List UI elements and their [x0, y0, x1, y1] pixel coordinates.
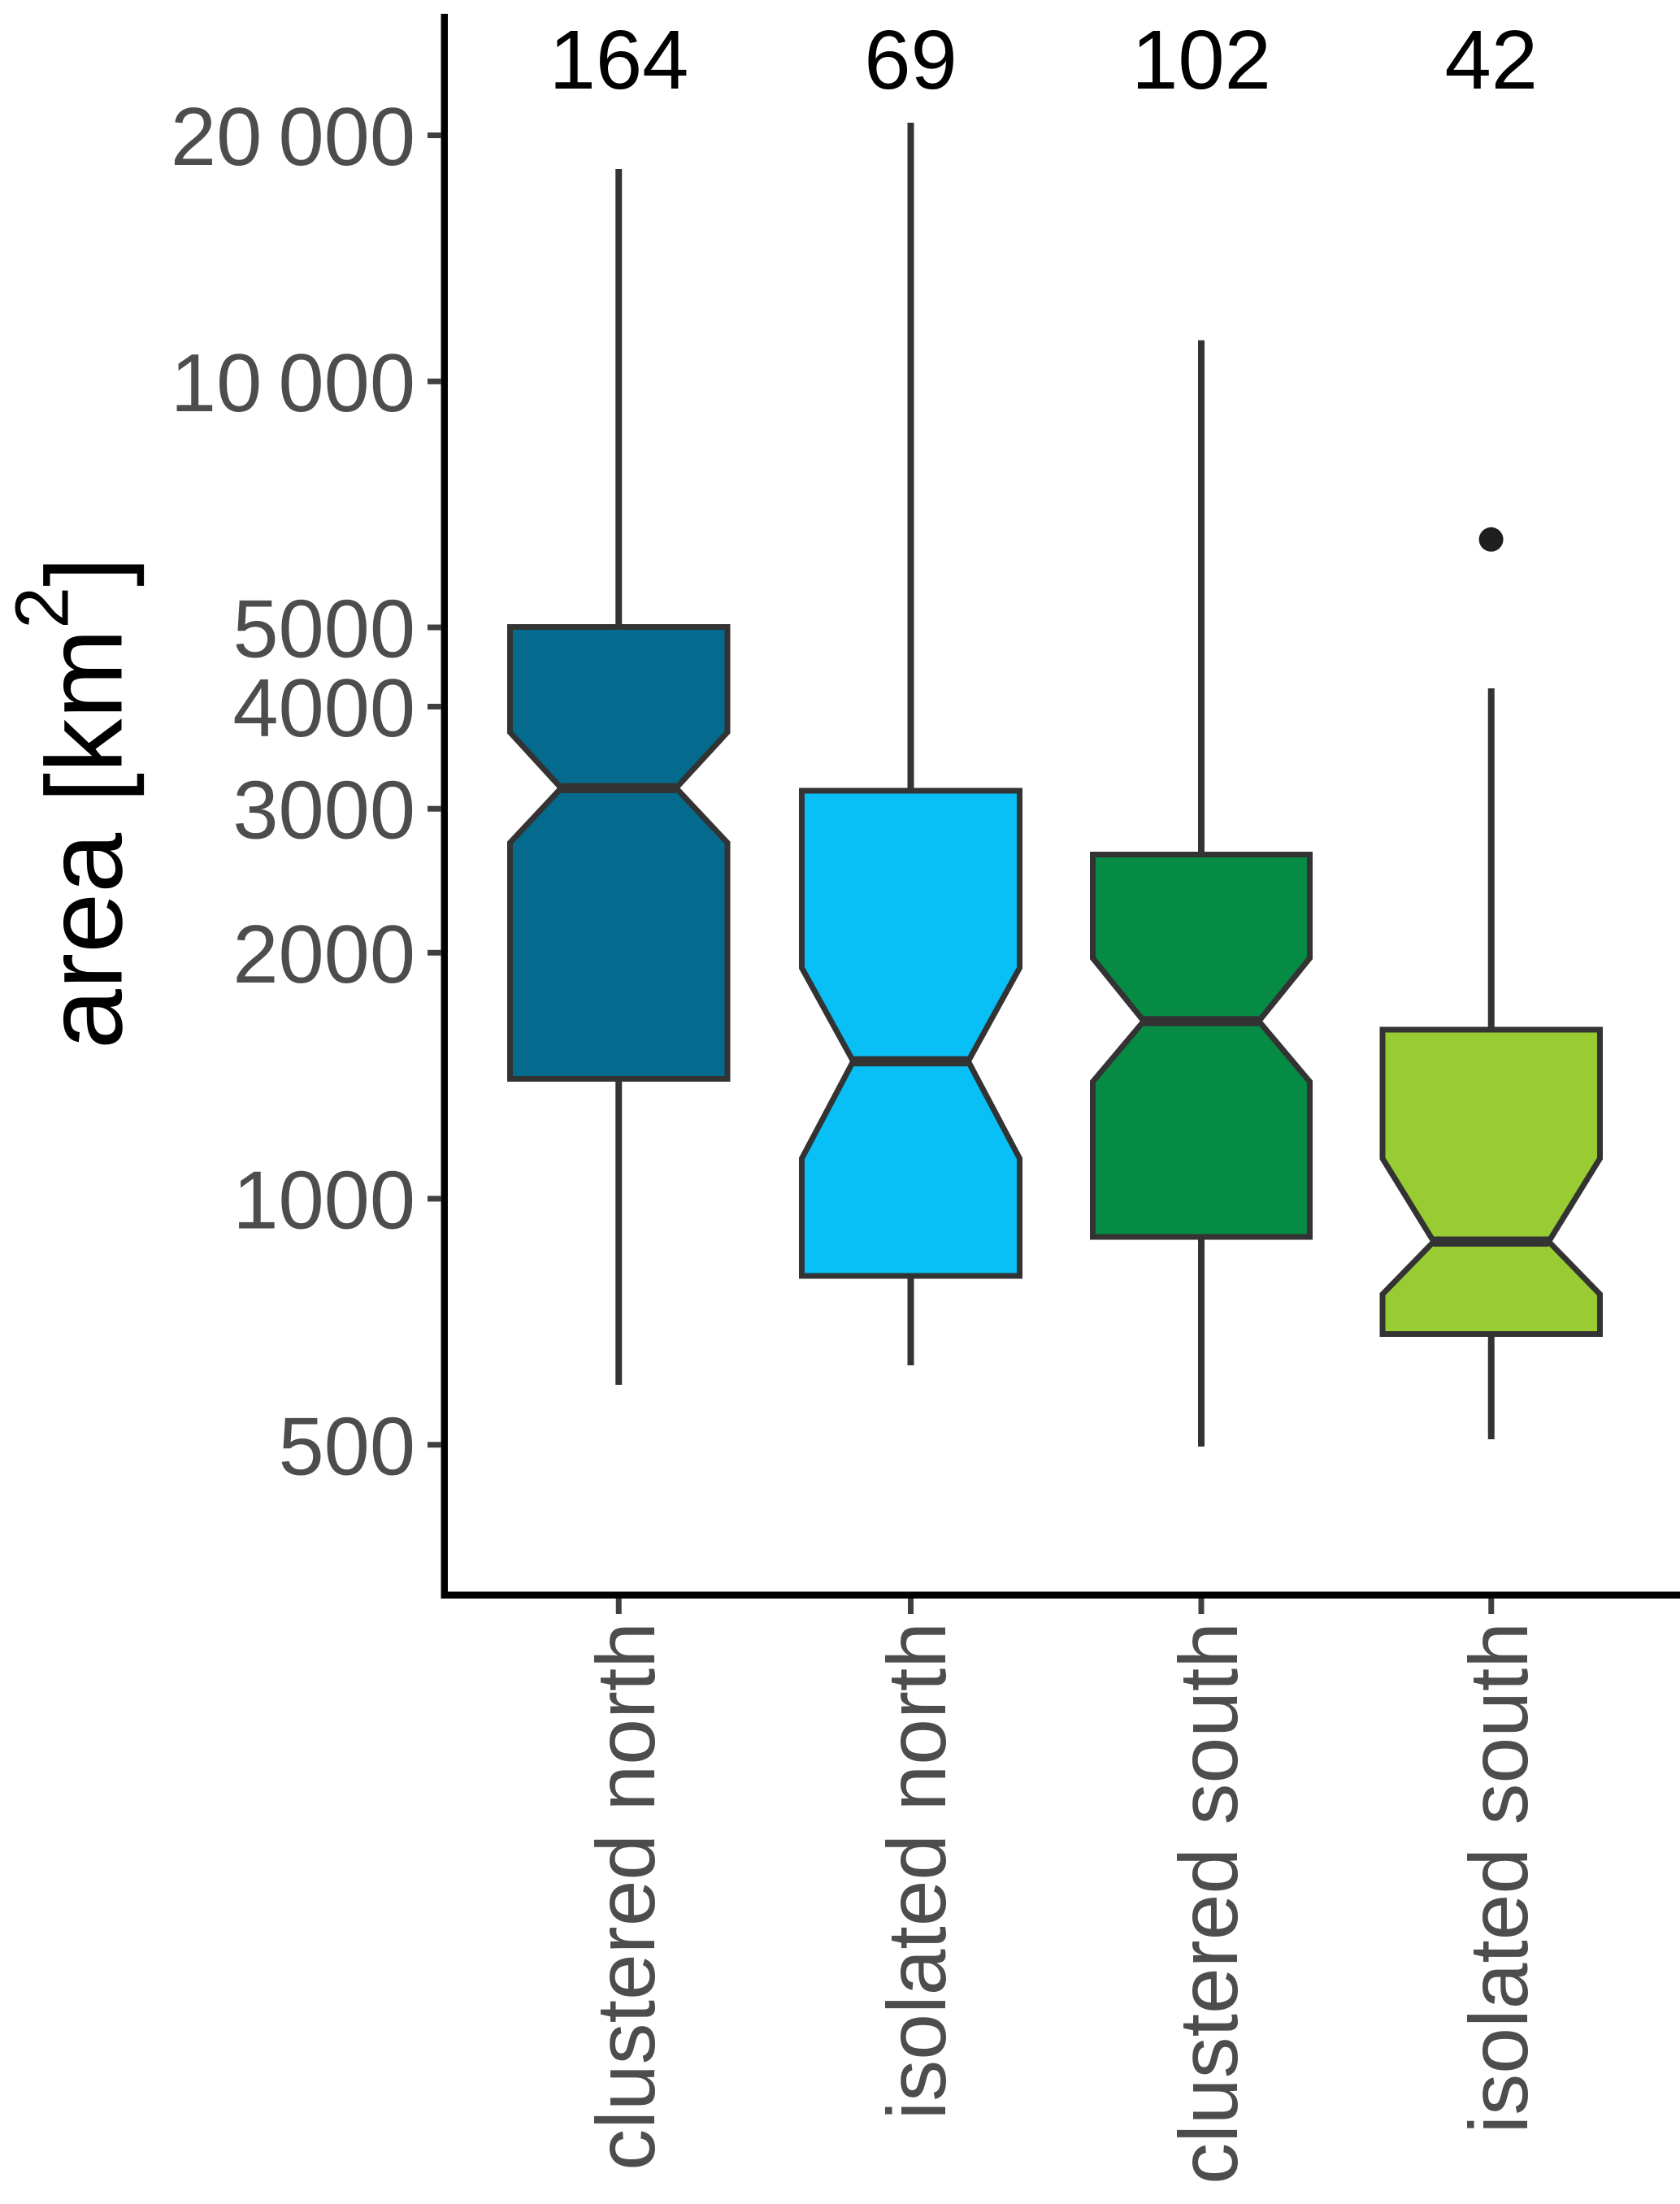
- svg-text:3000: 3000: [232, 766, 415, 857]
- svg-text:2000: 2000: [232, 909, 415, 1000]
- svg-text:102: 102: [1131, 13, 1271, 106]
- svg-text:20 000: 20 000: [171, 92, 415, 183]
- svg-text:500: 500: [278, 1401, 415, 1492]
- svg-text:isolated south: isolated south: [1452, 1622, 1545, 2133]
- svg-text:69: 69: [864, 13, 957, 106]
- svg-text:42: 42: [1444, 13, 1538, 106]
- svg-text:10 000: 10 000: [171, 338, 415, 429]
- svg-text:164: 164: [549, 13, 689, 106]
- svg-text:isolated north: isolated north: [870, 1622, 963, 2119]
- svg-text:4000: 4000: [232, 663, 415, 754]
- svg-text:clustered south: clustered south: [1162, 1622, 1255, 2184]
- svg-text:1000: 1000: [232, 1156, 415, 1247]
- svg-text:5000: 5000: [232, 584, 415, 675]
- svg-text:area [km2]: area [km2]: [0, 557, 145, 1049]
- svg-text:clustered north: clustered north: [580, 1622, 672, 2171]
